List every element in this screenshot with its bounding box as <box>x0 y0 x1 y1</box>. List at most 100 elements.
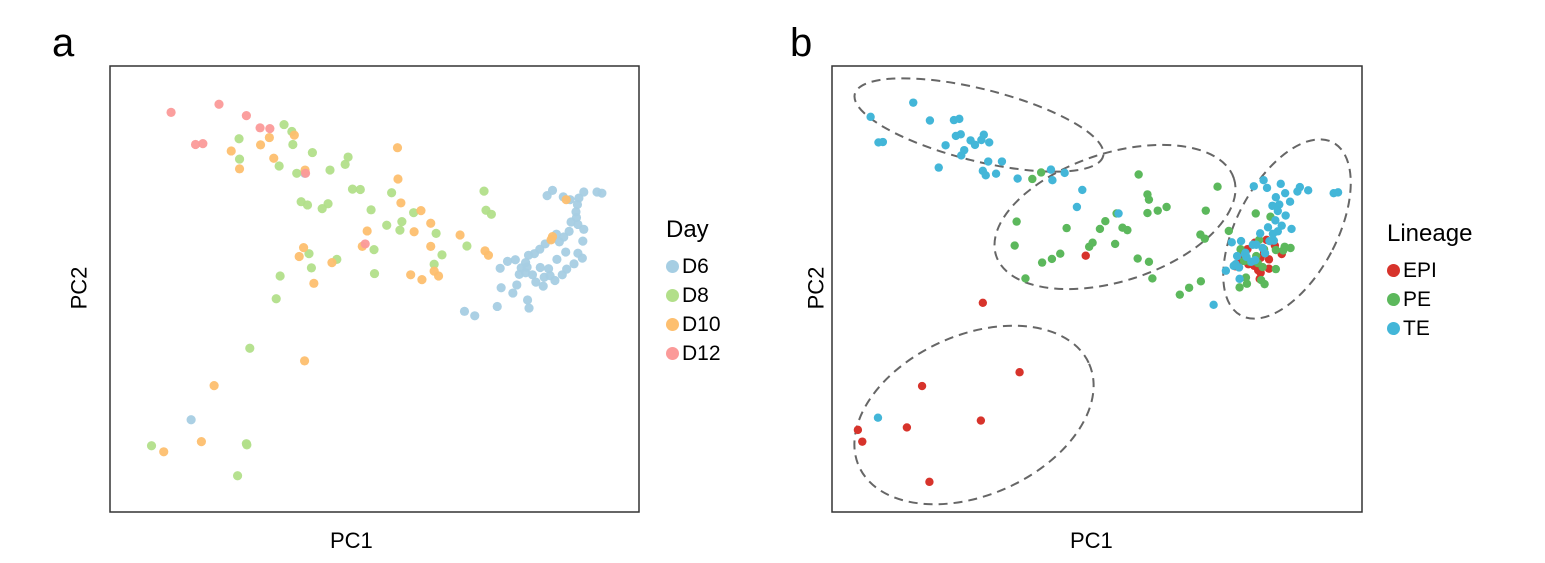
data-point-d8 <box>242 440 252 450</box>
data-point-d6 <box>579 187 589 197</box>
data-point-te <box>873 413 883 422</box>
data-point-te <box>955 114 964 124</box>
data-point-epi <box>976 416 986 425</box>
data-point-pe <box>1144 195 1154 204</box>
cluster-ellipse-1 <box>853 77 1105 173</box>
data-point-pe <box>1162 202 1171 212</box>
x-axis-label-a: PC1 <box>330 528 373 553</box>
legend-label-d8: D8 <box>682 283 709 307</box>
legend-label-d10: D10 <box>682 312 721 336</box>
data-point-te <box>925 116 935 125</box>
data-point-d6 <box>592 187 602 197</box>
legend-label-pe: PE <box>1403 287 1432 311</box>
cluster-ellipse-2 <box>993 143 1237 291</box>
data-point-pe <box>1184 283 1194 292</box>
data-point-d10 <box>483 250 494 260</box>
data-point-epi <box>1081 251 1090 260</box>
series-epi <box>853 235 1286 487</box>
legend-marker-d10 <box>666 318 679 331</box>
data-point-te <box>957 151 966 160</box>
data-point-epi <box>853 425 863 435</box>
data-point-d10 <box>264 132 274 143</box>
data-point-d6 <box>579 224 589 234</box>
data-point-d6 <box>531 277 541 287</box>
legend-item-d10: D10 <box>666 310 721 339</box>
data-point-d6 <box>512 280 522 290</box>
data-point-d6 <box>535 262 545 273</box>
data-point-epi <box>1015 368 1024 377</box>
legend-item-d12: D12 <box>666 339 721 368</box>
legend-item-d8: D8 <box>666 281 721 310</box>
data-point-te <box>981 171 990 180</box>
legend-item-te: TE <box>1387 314 1472 343</box>
data-point-d6 <box>561 247 571 257</box>
data-point-pe <box>1271 264 1281 274</box>
data-point-d8 <box>325 165 335 175</box>
data-point-te <box>1276 179 1285 189</box>
data-point-d6 <box>562 264 572 274</box>
series-d10 <box>159 130 571 457</box>
data-point-pe <box>1143 208 1152 218</box>
data-point-d8 <box>317 204 327 214</box>
legend-item-pe: PE <box>1387 285 1472 314</box>
data-point-te <box>1265 236 1274 246</box>
legend-marker-d8 <box>666 289 679 302</box>
data-point-d10 <box>196 437 206 447</box>
data-point-d6 <box>573 248 583 258</box>
data-point-pe <box>1110 239 1120 249</box>
data-point-d10 <box>426 241 436 251</box>
data-point-d6 <box>538 281 548 291</box>
data-point-d8 <box>340 159 350 169</box>
data-point-te <box>1048 175 1057 185</box>
data-point-d6 <box>522 295 533 305</box>
data-point-d8 <box>232 471 243 481</box>
data-point-te <box>1303 186 1313 195</box>
data-point-d8 <box>462 241 472 251</box>
data-point-d12 <box>300 168 311 178</box>
data-point-pe <box>1201 206 1210 215</box>
data-point-d10 <box>429 266 439 276</box>
data-point-d10 <box>546 235 556 245</box>
data-point-d6 <box>495 263 505 273</box>
data-point-d10 <box>298 242 309 253</box>
data-point-te <box>1287 224 1296 234</box>
data-point-te <box>1221 266 1231 275</box>
data-point-d8 <box>307 147 317 158</box>
data-point-d8 <box>431 228 441 238</box>
data-point-te <box>1280 188 1290 198</box>
data-point-te <box>1263 223 1273 232</box>
legend-label-epi: EPI <box>1403 258 1437 282</box>
data-point-te <box>1013 174 1022 183</box>
data-point-pe <box>1056 249 1065 258</box>
data-point-d10 <box>426 218 436 228</box>
legend-marker-pe <box>1387 293 1400 306</box>
data-point-d6 <box>543 264 554 274</box>
legend-a: Day D6 D8 D10 D12 <box>666 216 721 368</box>
data-point-d10 <box>209 381 219 391</box>
data-point-te <box>1252 240 1261 249</box>
data-point-te <box>951 131 961 141</box>
data-point-d8 <box>304 249 314 259</box>
data-point-d6 <box>502 256 513 266</box>
data-point-pe <box>1224 226 1234 236</box>
data-point-pe <box>1036 168 1046 177</box>
data-point-d8 <box>437 250 447 260</box>
data-point-d6 <box>547 185 558 195</box>
data-point-d10 <box>409 227 419 237</box>
data-point-pe <box>1012 217 1021 226</box>
data-point-pe <box>1118 223 1127 232</box>
data-point-d8 <box>245 343 255 353</box>
data-point-te <box>1275 200 1284 209</box>
data-point-pe <box>1148 274 1157 283</box>
data-point-pe <box>1101 216 1110 226</box>
series-te <box>866 98 1343 422</box>
plot-frame-b <box>831 65 1363 513</box>
data-point-d8 <box>387 188 397 198</box>
data-point-epi <box>978 298 988 308</box>
data-point-epi <box>925 477 934 487</box>
data-point-pe <box>1279 246 1288 255</box>
data-point-te <box>1262 183 1272 193</box>
data-point-te <box>1268 229 1278 238</box>
data-point-te <box>1227 238 1236 247</box>
